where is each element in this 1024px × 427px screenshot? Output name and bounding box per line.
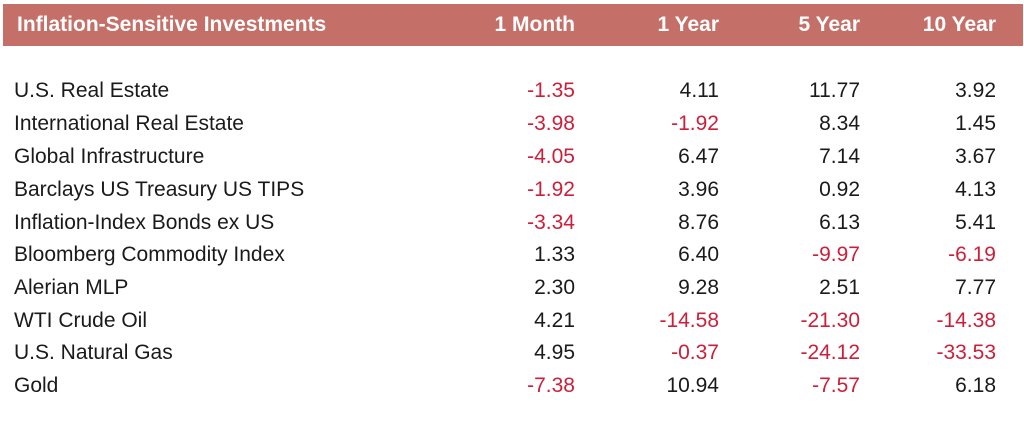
row-label: U.S. Real Estate: [14, 79, 170, 102]
row-label: Gold: [14, 374, 59, 397]
value-1-month: 2.30: [534, 276, 575, 299]
table-row: U.S. Real Estate -1.35 4.11 11.77 3.92: [0, 74, 1024, 107]
row-label: Alerian MLP: [14, 276, 129, 299]
value-1-month: -1.92: [527, 178, 575, 201]
value-1-month: -3.34: [527, 211, 575, 234]
value-10-year: 1.45: [955, 112, 996, 135]
value-5-year: 6.13: [819, 211, 860, 234]
value-5-year: -7.57: [812, 374, 860, 397]
value-1-year: 10.94: [666, 374, 719, 397]
table-row: Gold -7.38 10.94 -7.57 6.18: [0, 369, 1024, 402]
value-1-month: -1.35: [527, 79, 575, 102]
value-10-year: -14.38: [936, 309, 996, 332]
table-row: U.S. Natural Gas 4.95 -0.37 -24.12 -33.5…: [0, 336, 1024, 369]
column-header-1-year: 1 Year: [657, 13, 719, 36]
value-5-year: 0.92: [819, 178, 860, 201]
value-1-month: -4.05: [527, 145, 575, 168]
value-1-year: 9.28: [678, 276, 719, 299]
value-5-year: 8.34: [819, 112, 860, 135]
value-10-year: 4.13: [955, 178, 996, 201]
row-label: U.S. Natural Gas: [14, 341, 173, 364]
value-1-year: 4.11: [679, 79, 719, 102]
value-5-year: 11.77: [809, 79, 860, 102]
table-row: International Real Estate -3.98 -1.92 8.…: [0, 107, 1024, 140]
table-title: Inflation-Sensitive Investments: [17, 13, 327, 36]
value-1-month: -3.98: [527, 112, 575, 135]
row-label: Barclays US Treasury US TIPS: [14, 178, 305, 201]
table-header: Inflation-Sensitive Investments 1 Month …: [3, 4, 1023, 46]
row-label: WTI Crude Oil: [14, 309, 148, 332]
value-5-year: 7.14: [819, 145, 860, 168]
value-5-year: -24.12: [800, 341, 860, 364]
value-10-year: -33.53: [936, 341, 996, 364]
value-1-year: -14.58: [659, 309, 719, 332]
value-1-year: -0.37: [671, 341, 719, 364]
row-label: International Real Estate: [14, 112, 244, 135]
table-row: Bloomberg Commodity Index 1.33 6.40 -9.9…: [0, 238, 1024, 271]
value-10-year: 5.41: [955, 211, 996, 234]
value-10-year: 3.67: [955, 145, 996, 168]
value-5-year: -9.97: [812, 243, 860, 266]
value-10-year: -6.19: [948, 243, 996, 266]
value-1-month: -7.38: [527, 374, 575, 397]
value-1-year: 6.40: [678, 243, 719, 266]
row-label: Bloomberg Commodity Index: [14, 243, 285, 266]
value-1-year: -1.92: [671, 112, 719, 135]
value-10-year: 6.18: [955, 374, 996, 397]
column-header-10-year: 10 Year: [922, 13, 996, 36]
table-row: Global Infrastructure -4.05 6.47 7.14 3.…: [0, 140, 1024, 173]
table-row: Alerian MLP 2.30 9.28 2.51 7.77: [0, 271, 1024, 304]
table-row: Inflation-Index Bonds ex US -3.34 8.76 6…: [0, 206, 1024, 239]
row-label: Global Infrastructure: [14, 145, 205, 168]
value-5-year: 2.51: [819, 276, 860, 299]
value-1-month: 1.33: [534, 243, 575, 266]
value-1-month: 4.95: [534, 341, 575, 364]
column-header-5-year: 5 Year: [798, 13, 860, 36]
table-row: Barclays US Treasury US TIPS -1.92 3.96 …: [0, 173, 1024, 206]
column-header-1-month: 1 Month: [494, 13, 575, 36]
value-1-year: 6.47: [678, 145, 719, 168]
value-10-year: 7.77: [955, 276, 996, 299]
value-1-year: 8.76: [678, 211, 719, 234]
value-1-year: 3.96: [678, 178, 719, 201]
value-1-month: 4.21: [534, 309, 575, 332]
row-label: Inflation-Index Bonds ex US: [14, 211, 275, 234]
value-10-year: 3.92: [955, 79, 996, 102]
table-row: WTI Crude Oil 4.21 -14.58 -21.30 -14.38: [0, 304, 1024, 337]
value-5-year: -21.30: [800, 309, 860, 332]
